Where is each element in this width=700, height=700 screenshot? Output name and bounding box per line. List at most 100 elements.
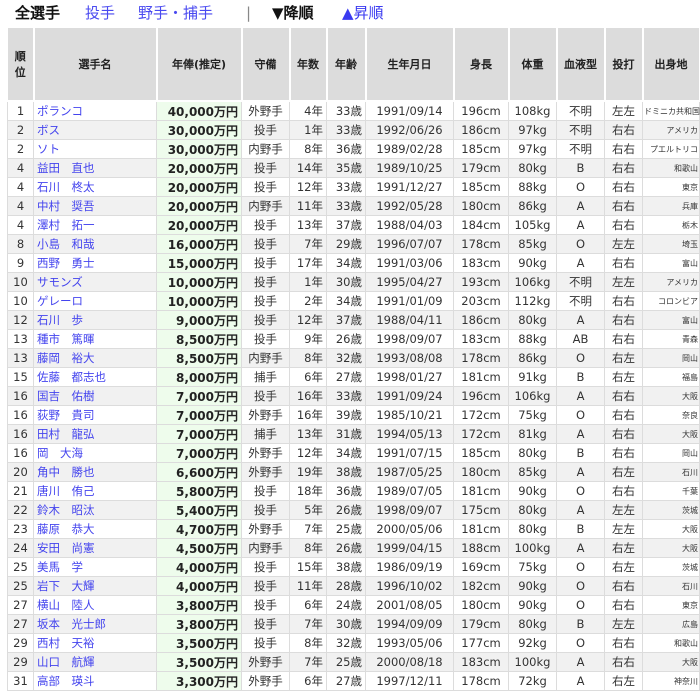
header-position[interactable]: 守備	[241, 26, 291, 102]
sort-ascending-link[interactable]: ▲昇順	[342, 4, 384, 22]
blood-type-cell: B	[556, 158, 605, 178]
sort-descending[interactable]: ▼降順	[272, 4, 314, 22]
player-name-link[interactable]: 荻野 貴司	[33, 405, 157, 425]
player-name-link[interactable]: 種市 篤暉	[33, 329, 157, 349]
weight-cell: 80kg	[508, 614, 557, 634]
header-hometown[interactable]: 出身地	[642, 26, 700, 102]
header-throw-bat[interactable]: 投打	[604, 26, 644, 102]
player-name-link[interactable]: 中村 奨吾	[33, 196, 157, 216]
weight-cell: 100kg	[508, 652, 557, 672]
height-cell: 188cm	[453, 538, 509, 558]
player-name-link[interactable]: ゲレーロ	[33, 291, 157, 311]
years-cell: 6年	[289, 595, 327, 615]
age-cell: 34歳	[326, 253, 366, 273]
player-name-link[interactable]: 高部 瑛斗	[33, 671, 157, 691]
blood-type-cell: A	[556, 538, 605, 558]
birthdate-cell: 1991/09/14	[365, 100, 454, 121]
player-name-link[interactable]: 田村 龍弘	[33, 424, 157, 444]
height-cell: 186cm	[453, 310, 509, 330]
player-name-link[interactable]: 角中 勝也	[33, 462, 157, 482]
player-name-link[interactable]: サモンズ	[33, 272, 157, 292]
player-name-link[interactable]: ポランコ	[33, 100, 157, 121]
salary-cell: 20,000万円	[156, 158, 242, 178]
salary-cell: 30,000万円	[156, 120, 242, 140]
player-name-link[interactable]: 藤岡 裕大	[33, 348, 157, 368]
birthdate-cell: 2000/08/18	[365, 652, 454, 672]
age-cell: 24歳	[326, 595, 366, 615]
hometown-cell: 岡山	[642, 348, 700, 368]
player-name-link[interactable]: 坂本 光士郎	[33, 614, 157, 634]
player-name-link[interactable]: 益田 直也	[33, 158, 157, 178]
table-row: 29 西村 天裕 3,500万円 投手 8年 32歳 1993/05/06 177cm 92kg…	[7, 633, 700, 653]
hometown-cell: アメリカ	[642, 120, 700, 140]
salary-cell: 7,000万円	[156, 405, 242, 425]
player-name-link[interactable]: 岩下 大輝	[33, 576, 157, 596]
hometown-cell: 奈良	[642, 405, 700, 425]
blood-type-cell: A	[556, 310, 605, 330]
years-cell: 1年	[289, 120, 327, 140]
player-name-link[interactable]: ソト	[33, 139, 157, 159]
header-blood-type[interactable]: 血液型	[556, 26, 606, 102]
salary-cell: 4,000万円	[156, 557, 242, 577]
player-name-link[interactable]: 石川 歩	[33, 310, 157, 330]
player-name-link[interactable]: ボス	[33, 120, 157, 140]
header-weight[interactable]: 体重	[508, 26, 558, 102]
table-row: 4 石川 柊太 20,000万円 投手 12年 33歳 1991/12/27 185cm 88k…	[7, 177, 700, 197]
position-cell: 投手	[241, 177, 290, 197]
table-row: 9 西野 勇士 15,000万円 投手 17年 34歳 1991/03/06 183cm 90k…	[7, 253, 700, 273]
player-name-link[interactable]: 岡 大海	[33, 443, 157, 463]
height-cell: 169cm	[453, 557, 509, 577]
birthdate-cell: 2000/05/06	[365, 519, 454, 539]
player-name-link[interactable]: 小島 和哉	[33, 234, 157, 254]
player-name-link[interactable]: 唐川 侑己	[33, 481, 157, 501]
header-age[interactable]: 年齢	[326, 26, 367, 102]
years-cell: 6年	[289, 671, 327, 691]
height-cell: 179cm	[453, 614, 509, 634]
hometown-cell: 石川	[642, 462, 700, 482]
hometown-cell: 栃木	[642, 215, 700, 235]
salary-cell: 10,000万円	[156, 272, 242, 292]
header-salary[interactable]: 年俸(推定)	[156, 26, 243, 102]
position-cell: 捕手	[241, 424, 290, 444]
filter-fielders-link[interactable]: 野手・捕手	[138, 4, 214, 22]
player-name-link[interactable]: 山口 航輝	[33, 652, 157, 672]
header-years[interactable]: 年数	[289, 26, 328, 102]
table-row: 24 安田 尚憲 4,500万円 内野手 8年 26歳 1999/04/15 188cm 100…	[7, 538, 700, 558]
filter-pitchers-link[interactable]: 投手	[85, 4, 116, 22]
age-cell: 37歳	[326, 215, 366, 235]
years-cell: 17年	[289, 253, 327, 273]
throw-bat-cell: 右右	[604, 652, 643, 672]
hometown-cell: 富山	[642, 310, 700, 330]
player-name-link[interactable]: 佐藤 都志也	[33, 367, 157, 387]
player-name-link[interactable]: 横山 陸人	[33, 595, 157, 615]
player-name-link[interactable]: 国吉 佑樹	[33, 386, 157, 406]
salary-cell: 30,000万円	[156, 139, 242, 159]
player-name-link[interactable]: 西村 天裕	[33, 633, 157, 653]
birthdate-cell: 1989/02/28	[365, 139, 454, 159]
player-name-link[interactable]: 美馬 学	[33, 557, 157, 577]
weight-cell: 90kg	[508, 595, 557, 615]
birthdate-cell: 1991/09/24	[365, 386, 454, 406]
player-name-link[interactable]: 鈴木 昭汰	[33, 500, 157, 520]
player-name-link[interactable]: 藤原 恭大	[33, 519, 157, 539]
rank-cell: 23	[7, 519, 34, 539]
player-name-link[interactable]: 石川 柊太	[33, 177, 157, 197]
throw-bat-cell: 右左	[604, 538, 643, 558]
header-player-name[interactable]: 選手名	[33, 26, 158, 102]
player-name-link[interactable]: 安田 尚憲	[33, 538, 157, 558]
blood-type-cell: AB	[556, 329, 605, 349]
position-cell: 内野手	[241, 538, 290, 558]
years-cell: 14年	[289, 158, 327, 178]
header-birthdate[interactable]: 生年月日	[365, 26, 455, 102]
header-rank[interactable]: 順位	[7, 26, 35, 102]
player-name-link[interactable]: 西野 勇士	[33, 253, 157, 273]
birthdate-cell: 2001/08/05	[365, 595, 454, 615]
position-cell: 投手	[241, 291, 290, 311]
weight-cell: 92kg	[508, 633, 557, 653]
header-height[interactable]: 身長	[453, 26, 510, 102]
player-name-link[interactable]: 澤村 拓一	[33, 215, 157, 235]
table-row: 25 美馬 学 4,000万円 投手 15年 38歳 1986/09/19 169cm 75kg…	[7, 557, 700, 577]
years-cell: 12年	[289, 177, 327, 197]
throw-bat-cell: 右右	[604, 424, 643, 444]
filter-all-players[interactable]: 全選手	[15, 4, 61, 22]
